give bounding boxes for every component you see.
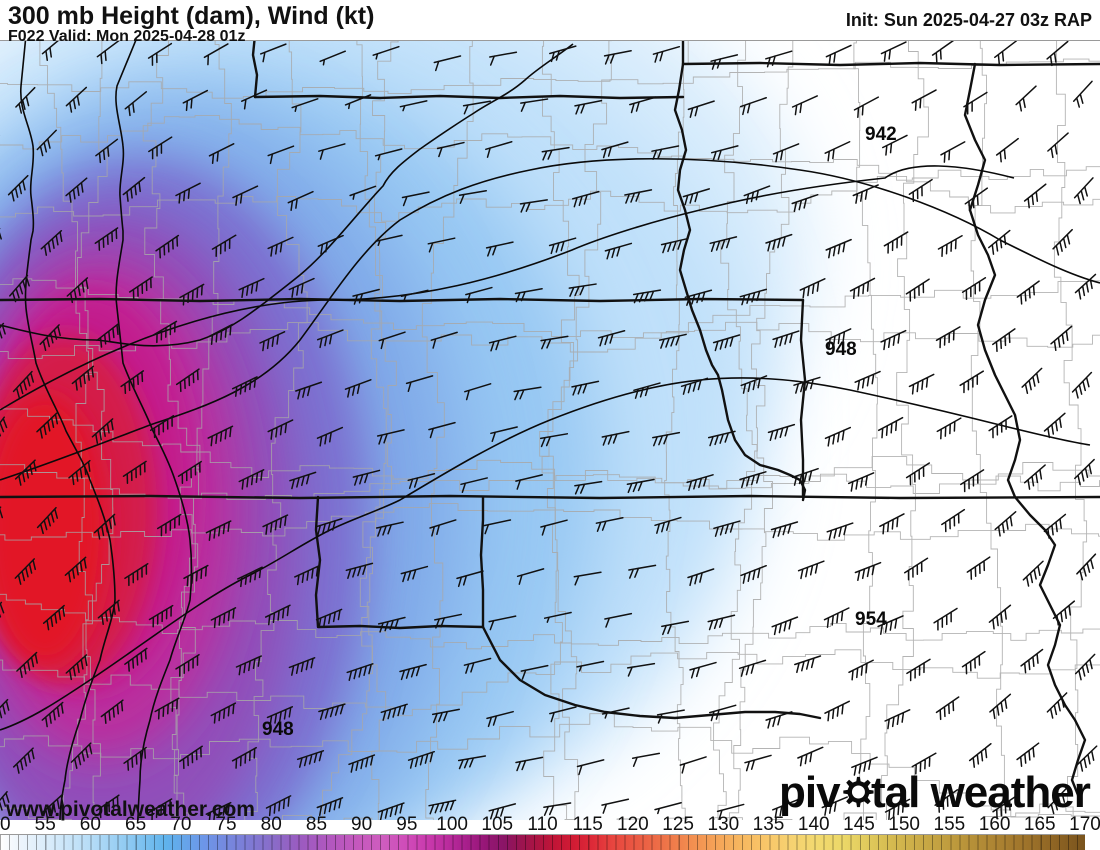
svg-text:948: 948 <box>262 719 294 740</box>
svg-text:942: 942 <box>865 124 897 145</box>
